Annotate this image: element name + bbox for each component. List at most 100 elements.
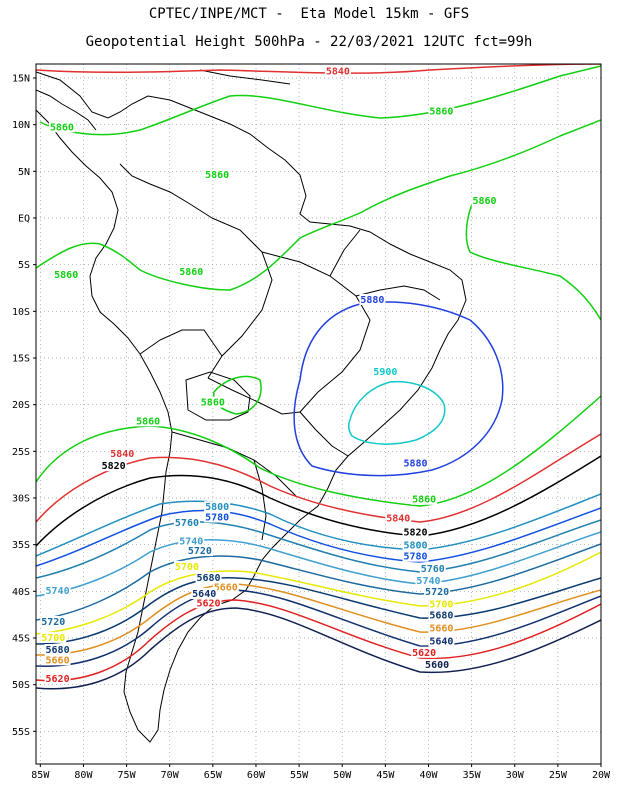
contour-label-bg <box>195 597 222 609</box>
lat-tick-label: 20S <box>12 400 30 411</box>
contour-label-bg <box>428 609 455 621</box>
lon-tick-label: 45W <box>376 770 395 781</box>
contour-label-5880: 5880 <box>360 295 384 306</box>
contour-label-bg <box>415 574 442 586</box>
lon-tick-label: 60W <box>247 770 266 781</box>
contour-label-5840: 5840 <box>386 513 410 524</box>
contour-label-5600: 5600 <box>425 660 449 671</box>
contour-5820 <box>36 455 601 547</box>
contour-label-bg <box>411 493 438 505</box>
contour-5620 <box>36 599 601 682</box>
contour-label-bg <box>428 598 455 610</box>
contour-label-5660: 5660 <box>214 582 238 593</box>
contour-label-bg <box>424 586 451 598</box>
contour-5860-north <box>36 119 601 291</box>
contour-label-5680: 5680 <box>46 645 70 656</box>
contour-label-5640: 5640 <box>192 589 216 600</box>
contour-label-5720: 5720 <box>41 617 65 628</box>
lon-tick-label: 65W <box>204 770 223 781</box>
contour-label-5840: 5840 <box>326 66 350 77</box>
contour-label-5660: 5660 <box>429 624 453 635</box>
contour-label-bg <box>204 168 231 180</box>
contour-label-bg <box>40 616 67 627</box>
contour-5860-south <box>36 395 601 507</box>
contour-label-5820: 5820 <box>102 461 126 472</box>
contour-label-bg <box>40 631 67 643</box>
lat-tick-label: 50S <box>12 680 30 691</box>
contour-label-bg <box>173 560 200 572</box>
contour-label-bg <box>204 511 231 523</box>
lon-tick-label: 40W <box>419 770 438 781</box>
lon-tick-label: 35W <box>463 770 482 781</box>
contour-label-bg <box>53 268 80 280</box>
contour-label-bg <box>402 539 429 551</box>
contour-5660 <box>36 583 601 656</box>
contour-label-5860: 5860 <box>136 416 160 427</box>
contour-label-5780: 5780 <box>205 512 229 523</box>
contour-label-bg <box>135 415 162 427</box>
contour-5720 <box>36 543 601 621</box>
lat-tick-label: 40S <box>12 587 30 598</box>
lat-tick-label: 10N <box>12 120 30 131</box>
lon-tick-label: 50W <box>333 770 352 781</box>
contour-label-bg <box>44 585 71 597</box>
contour-label-5720: 5720 <box>425 587 449 598</box>
contour-label-bg <box>419 562 446 574</box>
lon-tick-label: 70W <box>161 770 180 781</box>
contour-label-5760: 5760 <box>421 564 445 575</box>
contour-label-bg <box>402 526 429 538</box>
contour-label-5640: 5640 <box>429 637 453 648</box>
lat-tick-label: 5N <box>18 167 30 178</box>
lat-tick-label: 30S <box>12 494 30 505</box>
lon-tick-label: 30W <box>506 770 525 781</box>
contour-label-5680: 5680 <box>196 573 220 584</box>
contour-label-5700: 5700 <box>175 562 199 573</box>
contour-label-5620: 5620 <box>46 674 70 685</box>
lat-tick-label: 35S <box>12 540 30 551</box>
lon-tick-label: 20W <box>592 770 611 781</box>
contour-5640 <box>36 589 601 667</box>
contour-label-bg <box>428 105 455 117</box>
lon-tick-label: 75W <box>118 770 137 781</box>
contour-label-bg <box>44 672 71 684</box>
contour-label-5620: 5620 <box>412 648 436 659</box>
contour-label-5820: 5820 <box>403 527 427 538</box>
lat-tick-label: 15S <box>12 354 30 365</box>
contour-label-bg <box>100 460 127 472</box>
contour-label-bg <box>411 646 438 658</box>
contour-label-bg <box>173 517 200 529</box>
contour-label-5800: 5800 <box>205 502 229 513</box>
contour-label-bg <box>48 121 75 133</box>
contour-5840-top <box>36 64 601 74</box>
contour-label-bg <box>178 535 205 547</box>
contour-label-5700: 5700 <box>41 633 65 644</box>
contour-label-bg <box>204 501 231 513</box>
contour-label-5860: 5860 <box>179 267 203 278</box>
contour-label-5680: 5680 <box>429 610 453 621</box>
contour-label-bg <box>44 644 71 655</box>
map-title-line1: CPTEC/INPE/MCT - Eta Model 15km - GFS <box>148 6 470 22</box>
contour-label-bg <box>428 635 455 647</box>
contour-label-bg <box>212 581 239 593</box>
contour-label-bg <box>186 545 213 557</box>
lon-tick-label: 80W <box>74 770 93 781</box>
lat-tick-label: EQ <box>18 214 30 225</box>
contour-label-bg <box>109 448 136 459</box>
contour-label-5860: 5860 <box>429 106 453 117</box>
contour-label-bg <box>402 550 429 562</box>
lat-tick-label: 10S <box>12 307 30 318</box>
contour-label-5620: 5620 <box>196 598 220 609</box>
contour-label-5880: 5880 <box>403 458 427 469</box>
lat-tick-label: 25S <box>12 447 30 458</box>
coastline-map <box>36 69 467 743</box>
contour-label-5760: 5760 <box>175 518 199 529</box>
contour-label-5860: 5860 <box>201 398 225 409</box>
contour-label-5860: 5860 <box>412 495 436 506</box>
contour-label-bg <box>324 65 351 77</box>
lat-tick-label: 55S <box>12 727 30 738</box>
contour-label-bg <box>402 457 429 469</box>
contour-5860-east <box>465 203 601 321</box>
contour-label-5800: 5800 <box>403 540 427 551</box>
contour-label-5860: 5860 <box>54 270 78 281</box>
